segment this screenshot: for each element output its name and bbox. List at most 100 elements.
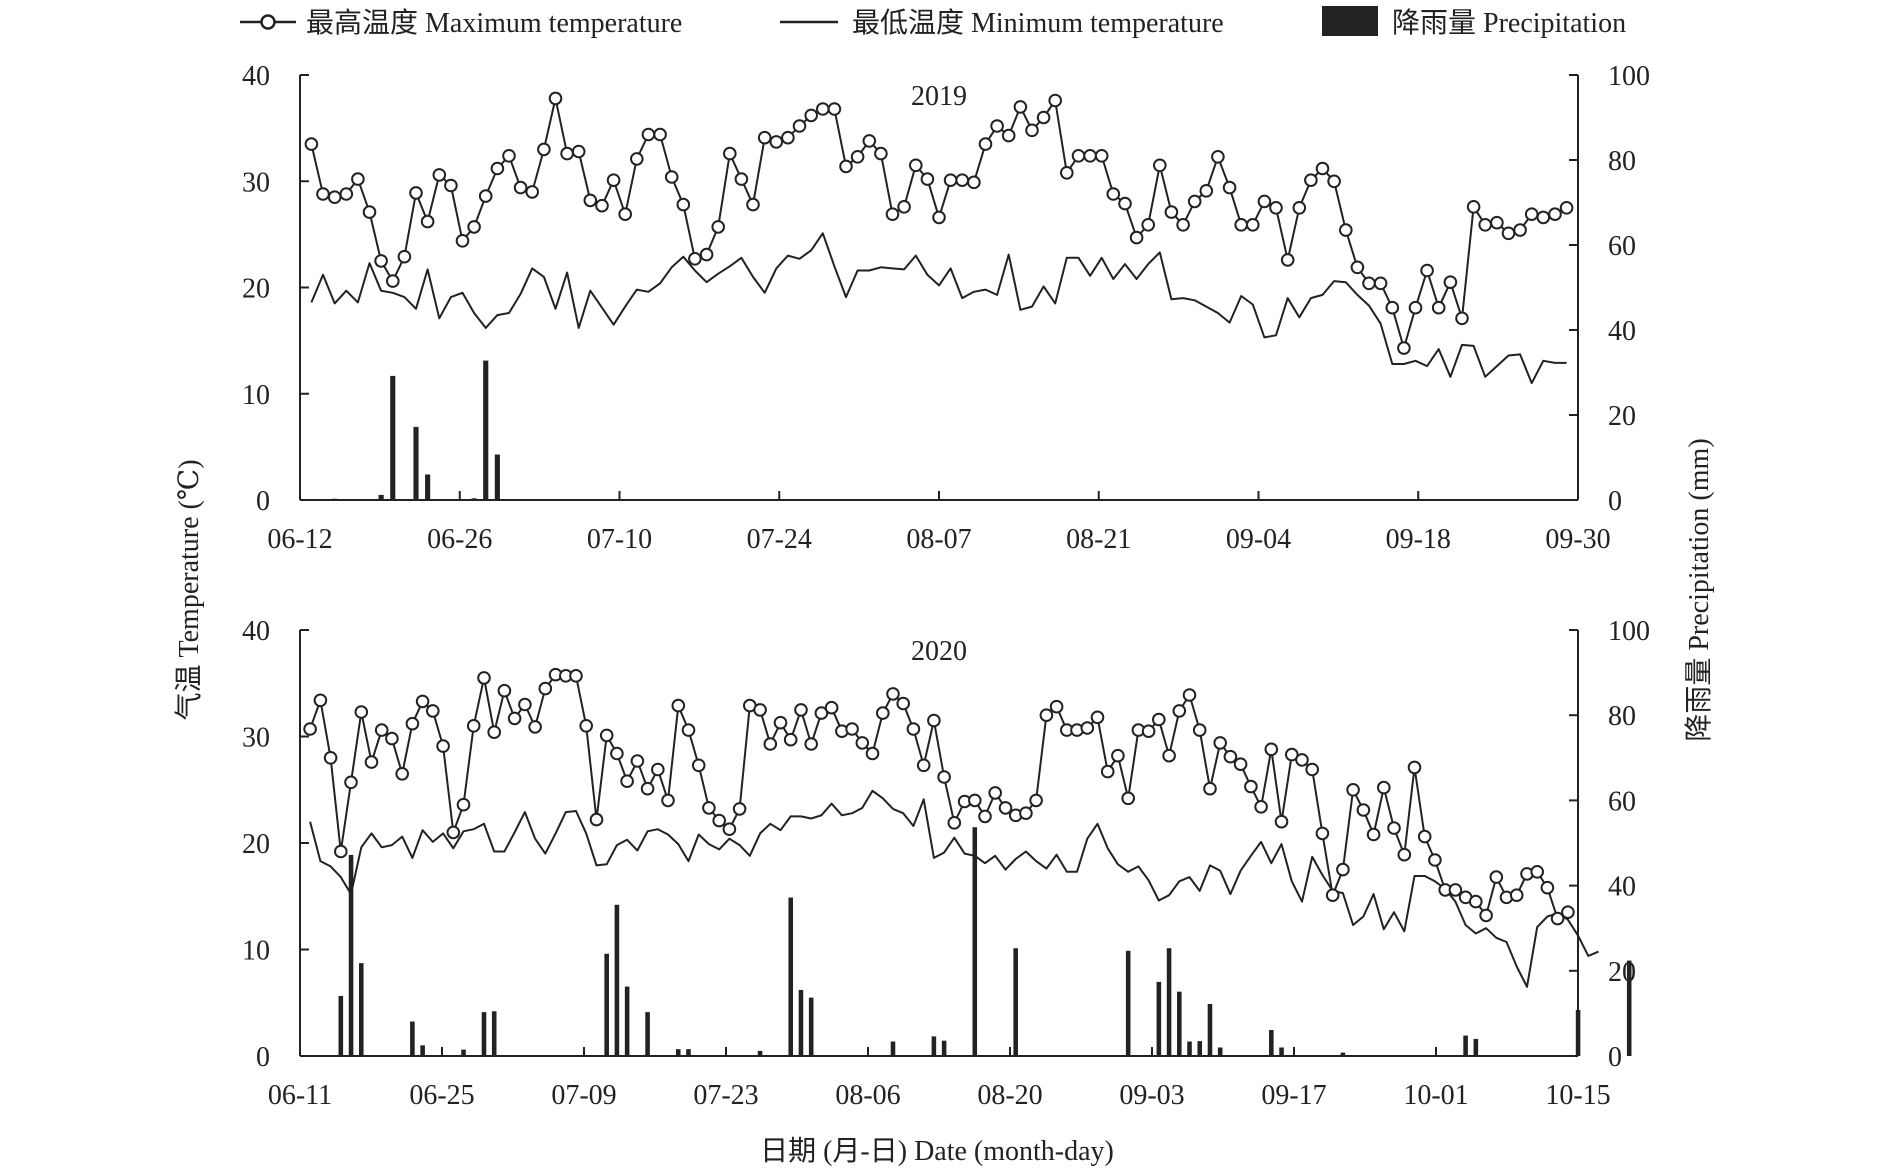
- x-tick-label: 09-18: [1386, 524, 1451, 555]
- tmax-point: [1083, 149, 1097, 163]
- tmax-point: [1561, 905, 1575, 920]
- precip-bar: [494, 454, 500, 500]
- x-tick-label: 09-03: [1119, 1080, 1184, 1111]
- tmax-point: [792, 119, 807, 133]
- tmax-point: [1548, 207, 1562, 221]
- tmax-point: [1356, 803, 1371, 817]
- tmax-point: [513, 180, 528, 195]
- tmax-point: [699, 247, 714, 262]
- tmax-point: [351, 172, 365, 186]
- tmax-point: [1455, 311, 1469, 326]
- legend: 最高温度 Maximum temperature 最低温度 Minimum te…: [240, 6, 1626, 39]
- tmax-point: [528, 720, 542, 734]
- y-tick-label-left: 10: [242, 936, 270, 967]
- tmax-point: [339, 187, 354, 201]
- tmax-point: [1397, 341, 1411, 355]
- tmax-point: [1244, 779, 1258, 794]
- tmax-point: [988, 786, 1003, 800]
- tmax-point: [712, 813, 727, 828]
- precip-bar: [1340, 1052, 1346, 1056]
- tmax-point: [1246, 218, 1260, 232]
- precip-bar: [348, 854, 354, 1056]
- tmax-point: [1080, 721, 1095, 735]
- tmax-point: [1192, 723, 1207, 737]
- tmax-point: [420, 214, 435, 229]
- tmax-point: [1377, 780, 1391, 795]
- tmax-point: [763, 737, 778, 751]
- x-tick-label: 07-09: [551, 1080, 616, 1111]
- tmax-point: [1036, 110, 1051, 125]
- tmin-line: [310, 232, 1567, 385]
- precip-bar: [757, 1050, 763, 1056]
- tmax-point: [1162, 748, 1176, 763]
- tmax-point: [395, 767, 410, 781]
- y-tick-label-right: 80: [1608, 146, 1636, 177]
- x-tick-label: 07-23: [693, 1080, 758, 1111]
- tmax-point: [1336, 862, 1350, 877]
- precip-bar: [1177, 991, 1182, 1056]
- precip-bar: [1626, 960, 1632, 1056]
- x-tick-label: 08-21: [1066, 524, 1131, 555]
- tmax-point: [589, 812, 604, 827]
- tmax-point: [538, 681, 553, 696]
- precip-bar: [491, 1011, 497, 1056]
- x-tick-label: 08-20: [977, 1080, 1042, 1111]
- tmax-point: [664, 170, 679, 184]
- tmax-point: [769, 135, 784, 149]
- tmax-point: [681, 723, 696, 737]
- y-tick-label-right: 60: [1608, 231, 1636, 262]
- tmax-point: [909, 158, 923, 173]
- tmax-point: [478, 189, 493, 203]
- tmax-point: [1373, 276, 1388, 291]
- tmax-point: [874, 146, 888, 161]
- tmax-point: [1254, 800, 1268, 814]
- tmax-point: [937, 770, 951, 784]
- y-tick-label-left: 20: [242, 274, 270, 305]
- tmax-point: [1025, 123, 1039, 138]
- tmax-point: [732, 802, 747, 816]
- tmax-point: [1524, 207, 1539, 221]
- panel-title: 2019: [911, 81, 967, 112]
- tmax-point: [757, 130, 772, 145]
- tmax-point: [1387, 821, 1401, 835]
- tmax-point: [773, 715, 788, 730]
- tmax-point: [641, 127, 656, 142]
- panel-title: 2020: [911, 636, 967, 667]
- tmax-point: [1513, 223, 1527, 237]
- tmax-point: [688, 251, 702, 266]
- tmax-point: [781, 130, 795, 145]
- tmax-point: [525, 185, 540, 199]
- tmax-point: [1428, 853, 1442, 867]
- x-tick-label: 09-04: [1226, 524, 1291, 555]
- tmax-point: [1141, 724, 1156, 739]
- tmax-point: [967, 175, 981, 190]
- tmax-point: [1187, 194, 1202, 209]
- tmax-point: [1346, 783, 1360, 797]
- tmax-point: [1223, 749, 1238, 764]
- tmax-point: [1407, 760, 1422, 775]
- tmax-point: [313, 693, 328, 708]
- tmax-point: [865, 746, 880, 761]
- y-tick-label-left: 0: [256, 486, 270, 517]
- tmax-point: [916, 758, 931, 773]
- tmax-point: [850, 150, 865, 164]
- tmax-point: [548, 91, 563, 106]
- precip-bar: [645, 1012, 650, 1056]
- tmax-point: [1490, 215, 1504, 230]
- precip-bar: [890, 1041, 896, 1056]
- tmax-point: [1211, 150, 1225, 164]
- tmax-point: [1118, 196, 1132, 211]
- precip-bar: [1166, 948, 1172, 1056]
- tmax-point: [1153, 158, 1167, 173]
- y-tick-label-right: 100: [1608, 616, 1650, 647]
- legend-tmax-label: 最高温度 Maximum temperature: [306, 7, 682, 39]
- tmax-point: [571, 144, 586, 159]
- tmax-point: [620, 774, 634, 789]
- x-tick-label: 08-07: [906, 524, 971, 555]
- tmax-point: [362, 205, 377, 219]
- tmax-point: [610, 746, 624, 761]
- tmax-point: [1350, 260, 1365, 275]
- tmax-point: [1280, 253, 1295, 267]
- precip-bar: [972, 827, 978, 1056]
- precip-bar: [808, 997, 814, 1056]
